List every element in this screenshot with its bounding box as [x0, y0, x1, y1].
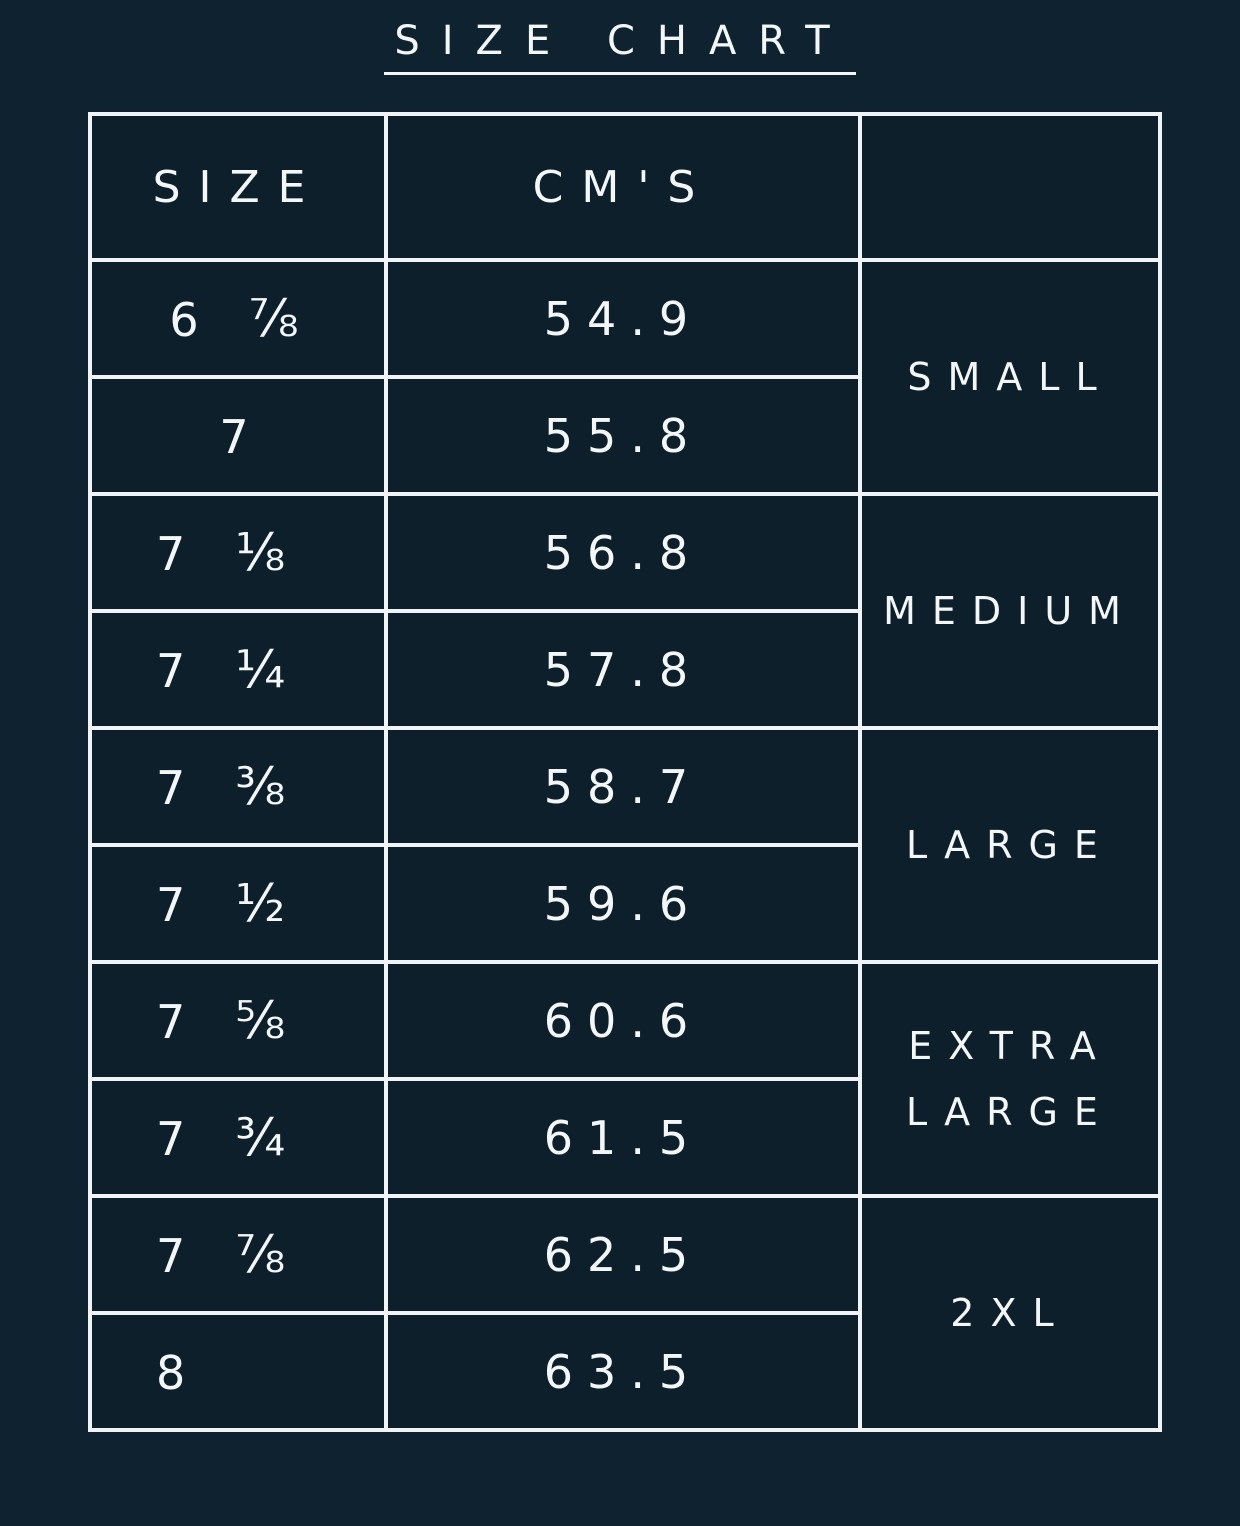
group-label-2xl: 2XL — [858, 1194, 1162, 1432]
group-label-extra-large: EXTRA LARGE — [858, 960, 1162, 1198]
size-fraction: ¾ — [235, 1107, 294, 1168]
cm-value: 61.5 — [384, 1077, 862, 1198]
cm-value: 60.6 — [384, 960, 862, 1081]
size-whole: 7 — [219, 409, 257, 464]
size-whole: 7 — [156, 1228, 194, 1283]
size-fraction: ¼ — [235, 639, 294, 700]
table-header-row: SIZE CM'S — [88, 112, 1162, 262]
cm-value: 56.8 — [384, 492, 862, 613]
size-value: 7 — [88, 375, 388, 496]
column-header-group — [858, 112, 1162, 262]
page-title: SIZE CHART — [0, 18, 1240, 75]
size-whole: 7 — [156, 643, 194, 698]
group-label-medium: MEDIUM — [858, 492, 1162, 730]
cm-value: 54.9 — [384, 258, 862, 379]
size-fraction: ½ — [235, 873, 294, 934]
size-fraction: ⅜ — [235, 756, 294, 817]
cm-value: 58.7 — [384, 726, 862, 847]
size-whole: 7 — [156, 760, 194, 815]
group-label-large: LARGE — [858, 726, 1162, 964]
size-whole: 7 — [156, 526, 194, 581]
size-fraction: ⅞ — [235, 1224, 294, 1285]
table-row: 7 55.8 — [88, 375, 1160, 496]
table-row: 8 63.5 — [88, 1311, 1160, 1432]
size-whole: 7 — [156, 994, 194, 1049]
size-whole: 6 — [169, 292, 207, 347]
cm-value: 59.6 — [384, 843, 862, 964]
column-header-cms: CM'S — [384, 112, 862, 262]
size-fraction: ⅝ — [235, 990, 294, 1051]
size-whole: 8 — [156, 1345, 194, 1400]
page-title-text: SIZE CHART — [384, 18, 856, 75]
size-value: 8 — [88, 1311, 388, 1432]
column-header-size: SIZE — [88, 112, 388, 262]
size-whole: 7 — [156, 1111, 194, 1166]
cm-value: 57.8 — [384, 609, 862, 730]
size-fraction: ⅛ — [235, 522, 294, 583]
cm-value: 63.5 — [384, 1311, 862, 1432]
size-whole: 7 — [156, 877, 194, 932]
cm-value: 62.5 — [384, 1194, 862, 1315]
cm-value: 55.8 — [384, 375, 862, 496]
size-fraction: ⅞ — [248, 288, 307, 349]
group-label-small: SMALL — [858, 258, 1162, 496]
